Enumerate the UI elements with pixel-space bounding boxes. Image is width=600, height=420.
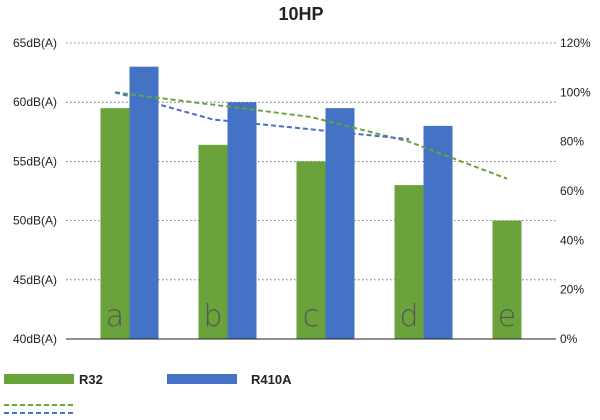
right-tick-label: 120% — [560, 36, 591, 50]
bar-r32-d — [394, 185, 424, 339]
category-label: d — [399, 299, 418, 334]
right-tick-label: 80% — [560, 135, 584, 149]
bar-r32-a — [100, 108, 130, 340]
trend-line-2 — [114, 91, 410, 141]
chart-title: 10HP — [278, 4, 323, 24]
category-label: a — [106, 299, 124, 334]
left-tick-label: 50dB(A) — [13, 214, 57, 228]
legend-swatch-r32 — [4, 374, 74, 384]
right-tick-label: 20% — [560, 283, 584, 297]
left-tick-label: 60dB(A) — [13, 95, 57, 109]
left-axis-ticks: 40dB(A) 45dB(A) 50dB(A) 55dB(A) 60dB(A) 65dB(… — [13, 36, 57, 346]
right-tick-label: 40% — [560, 233, 584, 247]
bar-r410a-c — [325, 108, 355, 340]
trend-lines — [114, 91, 508, 180]
bar-r32-c — [296, 161, 326, 339]
legend: R32 R410A — [4, 372, 292, 414]
category-label: c — [303, 299, 320, 334]
left-tick-label: 55dB(A) — [13, 154, 57, 168]
left-tick-label: 65dB(A) — [13, 36, 57, 50]
bar-r410a-a — [129, 66, 159, 340]
category-label: e — [498, 299, 516, 334]
right-axis-ticks: 0% 20% 40% 60% 80% 100% 120% — [560, 36, 591, 346]
right-tick-label: 60% — [560, 184, 584, 198]
bars — [100, 66, 522, 340]
legend-label-r410a: R410A — [251, 372, 292, 387]
right-tick-label: 0% — [560, 332, 578, 346]
right-tick-label: 100% — [560, 85, 591, 99]
category-labels: a b c d e — [106, 299, 516, 334]
bar-r32-b — [198, 144, 228, 339]
bar-r410a-b — [227, 102, 257, 339]
left-tick-label: 45dB(A) — [13, 273, 57, 287]
legend-swatch-r410a — [167, 374, 237, 384]
left-tick-label: 40dB(A) — [13, 332, 57, 346]
bar-r410a-d — [423, 125, 453, 339]
category-label: b — [203, 299, 222, 334]
legend-label-r32: R32 — [79, 372, 103, 387]
bar-r32-e — [492, 220, 522, 339]
trend-line-1 — [114, 91, 508, 180]
